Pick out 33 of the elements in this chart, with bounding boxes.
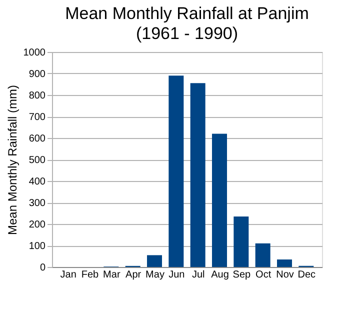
x-tick-label: Nov xyxy=(276,270,294,280)
chart-subtitle: (1961 - 1990) xyxy=(136,24,238,43)
x-tick-label: Jun xyxy=(168,270,185,280)
x-tick-label: Aug xyxy=(211,270,229,280)
x-tick-label: Oct xyxy=(256,270,272,280)
y-tick-label: 500 xyxy=(28,155,46,166)
bar xyxy=(255,243,270,267)
chart-title: Mean Monthly Rainfall at Panjim xyxy=(65,4,309,23)
y-tick-label: 100 xyxy=(28,241,46,252)
y-tick-label: 1000 xyxy=(23,48,46,58)
y-tick-label: 600 xyxy=(28,134,46,144)
bar xyxy=(168,76,184,267)
x-tick-label: Feb xyxy=(81,270,100,280)
y-tick-label: 900 xyxy=(28,69,46,80)
y-tick-label: 200 xyxy=(28,220,46,230)
y-tick-label: 300 xyxy=(28,198,46,209)
x-tick-label: Apr xyxy=(126,270,142,280)
x-tick-label: Sep xyxy=(232,270,251,280)
y-tick-label: 0 xyxy=(40,262,46,274)
x-tick-label: May xyxy=(146,270,164,280)
y-tick-label: 700 xyxy=(28,112,46,123)
y-tick-label: 400 xyxy=(28,176,46,188)
bar xyxy=(234,216,249,267)
y-tick-label: 800 xyxy=(28,90,46,102)
bar xyxy=(277,259,292,267)
bar xyxy=(190,83,206,267)
bar xyxy=(147,255,162,267)
bar xyxy=(212,134,227,267)
x-tick-label: Mar xyxy=(103,270,121,280)
x-tick-label: Jul xyxy=(192,270,205,280)
x-tick-label: Jan xyxy=(60,270,76,280)
x-tick-label: Dec xyxy=(298,270,316,280)
y-axis-title: Mean Monthly Rainfall (mm) xyxy=(5,84,20,236)
